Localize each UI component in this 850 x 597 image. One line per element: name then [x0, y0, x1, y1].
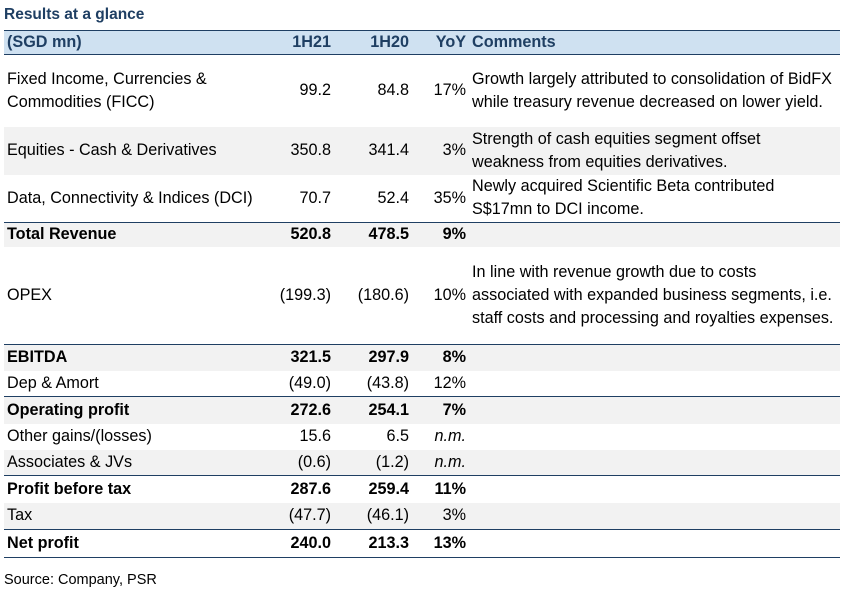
row-label: OPEX [7, 285, 52, 304]
row-label: Tax [4, 502, 260, 530]
row-1h21: (199.3) [279, 285, 331, 304]
row-label: EBITDA [4, 344, 260, 371]
row-label: Other gains/(losses) [7, 427, 152, 445]
row-yoy: 11% [412, 475, 469, 503]
row-1h21: 240.0 [260, 529, 334, 558]
table-row: Net profit 240.0 213.3 13% [4, 529, 840, 558]
row-1h21: 99.2 [299, 81, 331, 100]
row-label: Data, Connectivity & Indices (DCI) [7, 188, 253, 207]
results-table: (SGD mn) 1H21 1H20 YoY Comments Fixed In… [4, 30, 840, 558]
header-comments: Comments [469, 30, 840, 55]
row-comment [469, 222, 840, 247]
table-row: Other gains/(losses) 15.6 6.5 n.m. [4, 424, 840, 450]
row-comment: Strength of cash equities segment offset… [469, 126, 840, 175]
row-yoy: 8% [412, 344, 469, 371]
row-1h21: 321.5 [260, 344, 334, 371]
table-row: Data, Connectivity & Indices (DCI) 70.7 … [4, 175, 840, 223]
table-row: Operating profit 272.6 254.1 7% [4, 396, 840, 424]
header-yoy: YoY [412, 30, 469, 55]
row-1h21: 15.6 [299, 427, 331, 445]
source-note: Source: Company, PSR [4, 572, 157, 588]
row-1h21: 70.7 [299, 188, 331, 207]
row-1h20: 297.9 [334, 344, 412, 371]
row-1h20: (180.6) [357, 285, 409, 304]
table-row: Dep & Amort (49.0) (43.8) 12% [4, 371, 840, 397]
row-label: Profit before tax [4, 475, 260, 503]
row-1h20: (43.8) [366, 373, 409, 392]
row-1h20: 341.4 [334, 126, 412, 175]
row-label: Equities - Cash & Derivatives [4, 126, 260, 175]
table-row: Total Revenue 520.8 478.5 9% [4, 222, 840, 247]
row-1h20: (1.2) [334, 449, 412, 476]
row-comment: In line with revenue growth due to costs… [472, 262, 834, 327]
table-row: Fixed Income, Currencies & Commodities (… [4, 55, 840, 127]
header-1h21: 1H21 [260, 30, 334, 55]
row-label: Fixed Income, Currencies & Commodities (… [7, 69, 207, 111]
row-label: Total Revenue [4, 222, 260, 247]
row-label: Dep & Amort [7, 373, 99, 392]
header-row: (SGD mn) 1H21 1H20 YoY Comments [4, 30, 840, 55]
row-comment [469, 449, 840, 476]
row-1h20: (46.1) [334, 502, 412, 530]
row-yoy: n.m. [412, 449, 469, 476]
row-1h20: 52.4 [377, 188, 409, 207]
row-1h20: 254.1 [334, 396, 412, 424]
row-label: Net profit [4, 529, 260, 558]
table-row: Associates & JVs (0.6) (1.2) n.m. [4, 449, 840, 476]
row-yoy: 3% [412, 502, 469, 530]
row-1h20: 6.5 [386, 427, 409, 445]
table-row: EBITDA 321.5 297.9 8% [4, 344, 840, 371]
row-comment [469, 344, 840, 371]
row-yoy: 35% [433, 188, 466, 207]
table-row: Tax (47.7) (46.1) 3% [4, 502, 840, 530]
row-comment [469, 502, 840, 530]
row-1h21: 272.6 [260, 396, 334, 424]
row-1h21: (47.7) [260, 502, 334, 530]
row-comment [469, 475, 840, 503]
row-1h21: 520.8 [260, 222, 334, 247]
table-row: Equities - Cash & Derivatives 350.8 341.… [4, 126, 840, 175]
row-1h20: 259.4 [334, 475, 412, 503]
table-title: Results at a glance [4, 6, 145, 23]
row-yoy: 7% [412, 396, 469, 424]
row-yoy: n.m. [434, 427, 466, 445]
row-1h21: (49.0) [288, 373, 331, 392]
row-yoy: 9% [412, 222, 469, 247]
row-comment: Newly acquired Scientific Beta contribut… [472, 177, 775, 219]
table-row: OPEX (199.3) (180.6) 10% In line with re… [4, 247, 840, 345]
row-comment [469, 371, 840, 397]
row-yoy: 13% [412, 529, 469, 558]
row-comment: Growth largely attributed to consolidati… [472, 69, 832, 111]
row-label: Operating profit [4, 396, 260, 424]
row-label: Associates & JVs [4, 449, 260, 476]
row-1h20: 213.3 [334, 529, 412, 558]
table-row: Profit before tax 287.6 259.4 11% [4, 475, 840, 503]
header-label: (SGD mn) [4, 30, 260, 55]
row-1h21: 350.8 [260, 126, 334, 175]
row-yoy: 10% [433, 285, 466, 304]
row-yoy: 12% [433, 373, 466, 392]
header-1h20: 1H20 [334, 30, 412, 55]
row-comment [469, 396, 840, 424]
row-1h20: 84.8 [377, 81, 409, 100]
row-yoy: 17% [433, 81, 466, 100]
row-comment [469, 529, 840, 558]
row-1h21: (0.6) [260, 449, 334, 476]
row-yoy: 3% [412, 126, 469, 175]
row-1h21: 287.6 [260, 475, 334, 503]
row-comment [469, 424, 840, 450]
row-1h20: 478.5 [334, 222, 412, 247]
